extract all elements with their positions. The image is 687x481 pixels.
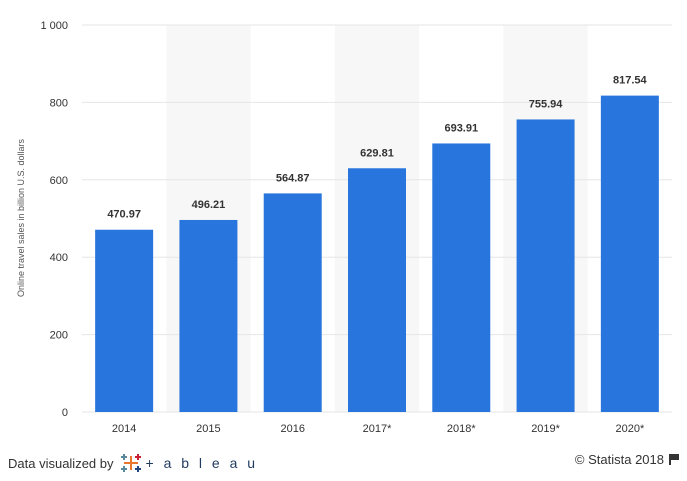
x-tick-label: 2016 — [280, 423, 304, 435]
footer-copyright: © Statista 2018 — [575, 452, 679, 467]
copyright-text: © Statista 2018 — [574, 452, 664, 467]
x-tick-label: 2019* — [531, 423, 560, 435]
y-tick-label: 200 — [50, 330, 68, 342]
flag-icon[interactable] — [669, 454, 679, 465]
y-tick-label: 400 — [50, 252, 68, 264]
bar-chart: 0 200 400 600 800 1 000 470.97 496.21 564.87 629… — [16, 20, 672, 435]
bar — [432, 143, 491, 412]
y-tick-label: 0 — [62, 407, 68, 419]
x-tick-label: 2015 — [196, 423, 220, 435]
y-tick-label: 600 — [50, 175, 68, 187]
data-visualized-by-text: Data visualized by — [8, 455, 114, 471]
bar — [516, 119, 575, 412]
footer-attribution: Data visualized by + a b l e a u — [8, 452, 258, 474]
value-label: 629.81 — [360, 147, 394, 159]
bar — [348, 168, 406, 412]
x-tick-label: 2018* — [447, 423, 476, 435]
x-axis-ticks: 2014 2015 2016 2017* 2018* 2019* 2020* — [112, 423, 645, 435]
tableau-wordmark: + a b l e a u — [145, 455, 259, 471]
x-tick-label: 2014 — [112, 423, 136, 435]
value-label: 496.21 — [192, 199, 226, 211]
y-tick-label: 800 — [50, 97, 68, 109]
value-label: 470.97 — [107, 209, 141, 221]
value-label: 693.91 — [444, 122, 478, 134]
tableau-icon — [120, 454, 141, 472]
x-tick-label: 2017* — [363, 423, 392, 435]
y-tick-label: 1 000 — [40, 20, 68, 32]
value-label: 755.94 — [529, 98, 564, 110]
value-label: 564.87 — [276, 172, 310, 184]
x-tick-label: 2020* — [615, 423, 644, 435]
bar — [95, 229, 154, 412]
bar — [263, 193, 322, 412]
value-labels: 470.97 496.21 564.87 629.81 693.91 755.94 817.… — [107, 75, 647, 221]
y-axis-ticks: 0 200 400 600 800 1 000 — [40, 20, 68, 419]
bars — [95, 95, 659, 412]
bar — [179, 219, 238, 412]
value-label: 817.54 — [613, 75, 648, 87]
bar — [600, 95, 659, 412]
tableau-logo[interactable]: + a b l e a u — [120, 452, 259, 474]
y-axis-label: Online travel sales in billion U.S. doll… — [16, 138, 26, 297]
